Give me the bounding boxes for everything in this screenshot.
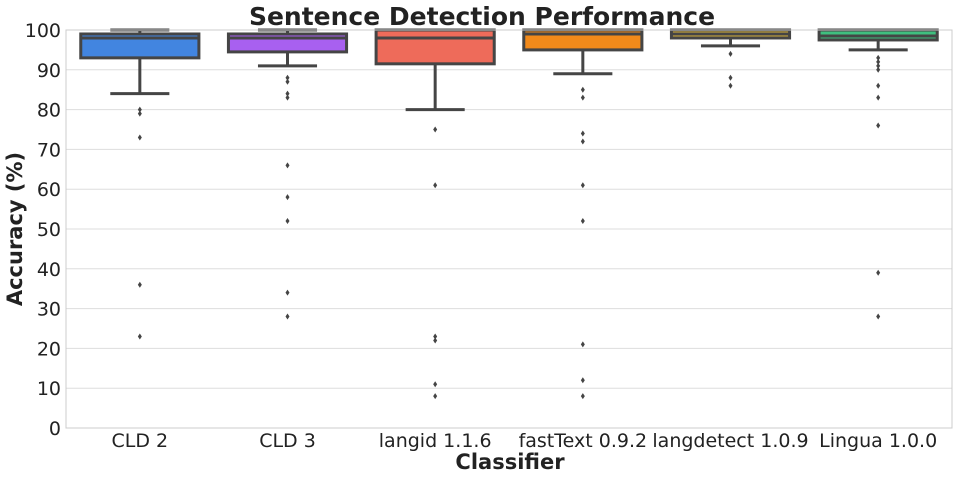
outlier-point: [876, 58, 881, 65]
outlier-point: [580, 94, 585, 101]
x-tick-label: fastText 0.9.2: [519, 430, 648, 452]
y-tick-label: 80: [37, 100, 61, 122]
outlier-point: [137, 333, 142, 340]
iqr-box: [374, 28, 496, 66]
plot-frame: [65, 29, 953, 429]
outlier-point: [580, 341, 585, 348]
outlier-point: [876, 94, 881, 101]
outlier-point: [285, 289, 290, 296]
box-group: [79, 28, 201, 340]
outlier-point: [433, 182, 438, 189]
outlier-point: [433, 337, 438, 344]
outlier-point: [876, 269, 881, 276]
y-axis-label: Accuracy (%): [3, 152, 27, 306]
outlier-point: [876, 82, 881, 89]
chart-title: Sentence Detection Performance: [249, 2, 715, 31]
outlier-point: [876, 62, 881, 69]
x-tick-label: CLD 2: [112, 430, 169, 452]
box-group: [374, 28, 496, 400]
outlier-point: [728, 74, 733, 81]
outlier-point: [580, 86, 585, 93]
grid-lines: [66, 29, 952, 429]
outlier-point: [285, 94, 290, 101]
outlier-point: [285, 218, 290, 225]
outlier-point: [285, 78, 290, 85]
outlier-point: [580, 393, 585, 400]
outlier-point: [728, 82, 733, 89]
outlier-point: [285, 313, 290, 320]
outlier-point: [433, 333, 438, 340]
outlier-point: [876, 122, 881, 129]
y-tick-label: 90: [37, 60, 61, 82]
outlier-point: [580, 130, 585, 137]
y-tick-label: 100: [25, 20, 61, 42]
box-group: [226, 28, 349, 320]
y-tick-label: 20: [37, 338, 61, 360]
outlier-point: [433, 381, 438, 388]
outlier-point: [285, 90, 290, 97]
outlier-point: [580, 182, 585, 189]
outlier-point: [285, 162, 290, 169]
y-tick-label: 10: [37, 378, 61, 400]
outlier-point: [580, 138, 585, 145]
iqr-box: [79, 32, 201, 60]
outlier-point: [580, 218, 585, 225]
y-tick-label: 60: [37, 179, 61, 201]
box-group: [669, 28, 792, 89]
y-tick-label: 70: [37, 139, 61, 161]
boxes: [79, 28, 939, 400]
outlier-point: [285, 74, 290, 81]
outlier-point: [137, 281, 142, 288]
outlier-point: [728, 50, 733, 57]
y-tick-label: 40: [37, 259, 61, 281]
x-tick-label: Lingua 1.0.0: [819, 430, 937, 452]
outlier-point: [137, 134, 142, 141]
x-tick-label: langid 1.1.6: [379, 430, 492, 452]
outlier-point: [580, 377, 585, 384]
outlier-point: [137, 106, 142, 113]
outlier-point: [433, 126, 438, 133]
box-group: [817, 28, 939, 320]
x-axis-label: Classifier: [455, 450, 565, 474]
y-tick-label: 50: [37, 219, 61, 241]
outlier-point: [285, 194, 290, 201]
y-tick-label: 0: [49, 418, 61, 440]
x-tick-label: langdetect 1.0.9: [652, 430, 808, 452]
y-tick-labels: 0 10 20 30 40 50 60 70 80 90 100: [25, 20, 61, 440]
x-tick-labels: CLD 2 CLD 3 langid 1.1.6 fastText 0.9.2 lang…: [112, 430, 938, 452]
outlier-point: [876, 66, 881, 73]
outlier-point: [876, 313, 881, 320]
x-tick-label: CLD 3: [259, 430, 316, 452]
outlier-point: [876, 54, 881, 61]
outlier-point: [137, 110, 142, 117]
outlier-point: [433, 393, 438, 400]
box-group: [522, 28, 644, 400]
y-tick-label: 30: [37, 299, 61, 321]
